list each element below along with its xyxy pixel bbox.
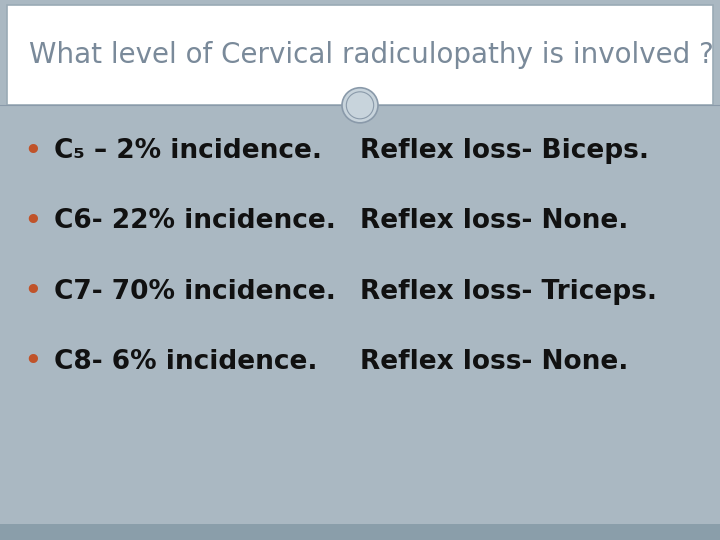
Text: C8- 6% incidence.: C8- 6% incidence. [54, 349, 318, 375]
FancyBboxPatch shape [0, 524, 720, 540]
Text: C7- 70% incidence.: C7- 70% incidence. [54, 279, 336, 305]
Text: Reflex loss- None.: Reflex loss- None. [360, 208, 629, 234]
Text: •: • [23, 136, 42, 167]
Text: What level of Cervical radiculopathy is involved ?: What level of Cervical radiculopathy is … [29, 42, 714, 69]
Text: C₅ – 2% incidence.: C₅ – 2% incidence. [54, 138, 322, 164]
Text: •: • [23, 346, 42, 377]
Text: Reflex loss- Biceps.: Reflex loss- Biceps. [360, 138, 649, 164]
Text: Reflex loss- None.: Reflex loss- None. [360, 349, 629, 375]
Ellipse shape [342, 87, 378, 123]
Ellipse shape [346, 92, 374, 119]
Text: C6- 22% incidence.: C6- 22% incidence. [54, 208, 336, 234]
FancyBboxPatch shape [7, 5, 713, 105]
Text: •: • [23, 276, 42, 307]
Text: Reflex loss- Triceps.: Reflex loss- Triceps. [360, 279, 657, 305]
Text: •: • [23, 206, 42, 237]
